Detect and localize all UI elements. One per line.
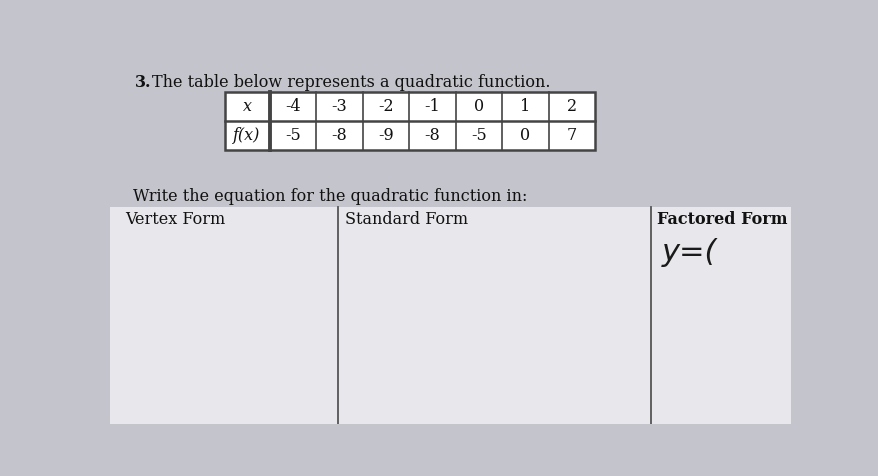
Text: 2: 2 — [566, 98, 576, 115]
Bar — [224, 92, 594, 150]
Text: 3.: 3. — [134, 74, 151, 91]
Text: y=(: y=( — [661, 238, 716, 267]
Text: 0: 0 — [520, 127, 529, 144]
Text: 0: 0 — [473, 98, 483, 115]
Text: Standard Form: Standard Form — [344, 211, 467, 228]
Text: -5: -5 — [471, 127, 486, 144]
Text: -2: -2 — [378, 98, 393, 115]
Text: -1: -1 — [424, 98, 440, 115]
Text: Vertex Form: Vertex Form — [126, 211, 226, 228]
Text: -3: -3 — [331, 98, 347, 115]
Bar — [110, 207, 790, 424]
Text: -8: -8 — [331, 127, 347, 144]
Text: 1: 1 — [520, 98, 529, 115]
Text: x: x — [242, 98, 251, 115]
Text: Write the equation for the quadratic function in:: Write the equation for the quadratic fun… — [133, 188, 527, 205]
Bar — [224, 92, 594, 150]
Text: 7: 7 — [566, 127, 576, 144]
Text: -4: -4 — [284, 98, 300, 115]
Text: -5: -5 — [284, 127, 300, 144]
Text: The table below represents a quadratic function.: The table below represents a quadratic f… — [152, 74, 550, 91]
Text: f(x): f(x) — [233, 127, 261, 144]
Text: -9: -9 — [378, 127, 393, 144]
Text: -8: -8 — [424, 127, 440, 144]
Text: Factored Form: Factored Form — [656, 211, 787, 228]
